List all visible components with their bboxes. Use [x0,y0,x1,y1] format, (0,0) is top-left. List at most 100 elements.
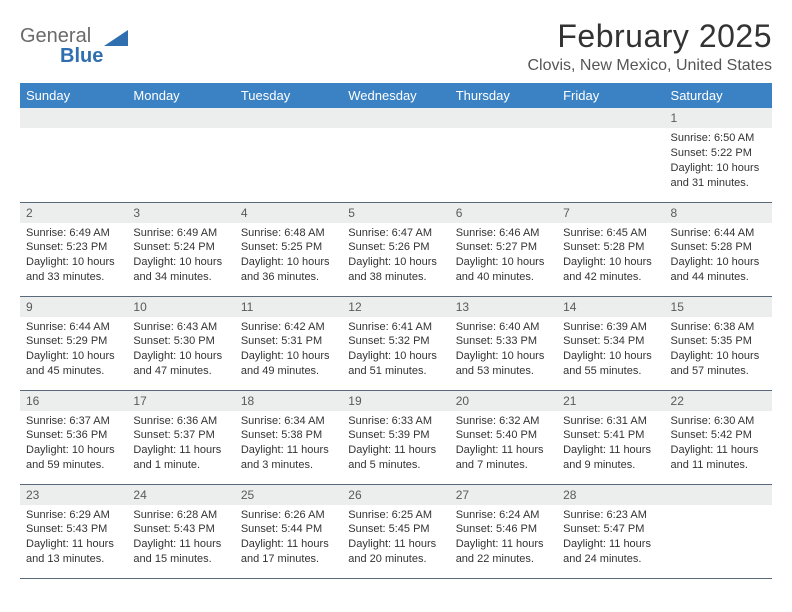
sunrise-text: Sunrise: 6:44 AM [671,226,766,241]
calendar-cell: 4Sunrise: 6:48 AMSunset: 5:25 PMDaylight… [235,202,342,296]
sunrise-text: Sunrise: 6:33 AM [348,414,443,429]
daylight-text: and 59 minutes. [26,458,121,473]
day-number: 18 [235,391,342,411]
empty-day [20,108,127,128]
daylight-text: Daylight: 10 hours [241,255,336,270]
calendar-cell: 5Sunrise: 6:47 AMSunset: 5:26 PMDaylight… [342,202,449,296]
day-info: Sunrise: 6:23 AMSunset: 5:47 PMDaylight:… [557,505,664,573]
calendar-cell: 2Sunrise: 6:49 AMSunset: 5:23 PMDaylight… [20,202,127,296]
sunrise-text: Sunrise: 6:24 AM [456,508,551,523]
sunset-text: Sunset: 5:33 PM [456,334,551,349]
sunrise-text: Sunrise: 6:29 AM [26,508,121,523]
day-number: 23 [20,485,127,505]
daylight-text: and 34 minutes. [133,270,228,285]
day-info: Sunrise: 6:39 AMSunset: 5:34 PMDaylight:… [557,317,664,385]
header: General Blue February 2025 Clovis, New M… [20,18,772,75]
calendar-cell: 9Sunrise: 6:44 AMSunset: 5:29 PMDaylight… [20,296,127,390]
calendar-body: 1Sunrise: 6:50 AMSunset: 5:22 PMDaylight… [20,108,772,578]
day-info: Sunrise: 6:38 AMSunset: 5:35 PMDaylight:… [665,317,772,385]
logo: General Blue [20,24,138,68]
daylight-text: and 22 minutes. [456,552,551,567]
sunrise-text: Sunrise: 6:43 AM [133,320,228,335]
sunset-text: Sunset: 5:40 PM [456,428,551,443]
day-info: Sunrise: 6:44 AMSunset: 5:29 PMDaylight:… [20,317,127,385]
sunset-text: Sunset: 5:47 PM [563,522,658,537]
daylight-text: and 51 minutes. [348,364,443,379]
calendar-page: General Blue February 2025 Clovis, New M… [0,0,792,589]
day-number: 17 [127,391,234,411]
sunrise-text: Sunrise: 6:26 AM [241,508,336,523]
calendar-cell: 25Sunrise: 6:26 AMSunset: 5:44 PMDayligh… [235,484,342,578]
daylight-text: and 42 minutes. [563,270,658,285]
daylight-text: Daylight: 10 hours [241,349,336,364]
sunset-text: Sunset: 5:39 PM [348,428,443,443]
sunset-text: Sunset: 5:43 PM [133,522,228,537]
daylight-text: Daylight: 11 hours [348,443,443,458]
calendar-cell [450,108,557,202]
calendar-cell: 14Sunrise: 6:39 AMSunset: 5:34 PMDayligh… [557,296,664,390]
day-info: Sunrise: 6:50 AMSunset: 5:22 PMDaylight:… [665,128,772,196]
day-number: 13 [450,297,557,317]
sunset-text: Sunset: 5:43 PM [26,522,121,537]
calendar-week-row: 16Sunrise: 6:37 AMSunset: 5:36 PMDayligh… [20,390,772,484]
daylight-text: Daylight: 11 hours [26,537,121,552]
sunrise-text: Sunrise: 6:30 AM [671,414,766,429]
daylight-text: Daylight: 11 hours [133,537,228,552]
daylight-text: Daylight: 10 hours [348,255,443,270]
sunset-text: Sunset: 5:30 PM [133,334,228,349]
calendar-cell: 1Sunrise: 6:50 AMSunset: 5:22 PMDaylight… [665,108,772,202]
empty-day [127,108,234,128]
sunset-text: Sunset: 5:41 PM [563,428,658,443]
sunset-text: Sunset: 5:35 PM [671,334,766,349]
calendar-cell: 7Sunrise: 6:45 AMSunset: 5:28 PMDaylight… [557,202,664,296]
daylight-text: and 11 minutes. [671,458,766,473]
calendar-cell: 26Sunrise: 6:25 AMSunset: 5:45 PMDayligh… [342,484,449,578]
daylight-text: Daylight: 10 hours [456,255,551,270]
daylight-text: Daylight: 11 hours [241,537,336,552]
calendar-cell [127,108,234,202]
sunrise-text: Sunrise: 6:49 AM [133,226,228,241]
day-info: Sunrise: 6:30 AMSunset: 5:42 PMDaylight:… [665,411,772,479]
day-info: Sunrise: 6:33 AMSunset: 5:39 PMDaylight:… [342,411,449,479]
sunrise-text: Sunrise: 6:37 AM [26,414,121,429]
empty-day [450,108,557,128]
day-number: 2 [20,203,127,223]
sunset-text: Sunset: 5:32 PM [348,334,443,349]
daylight-text: Daylight: 11 hours [563,537,658,552]
empty-day [557,108,664,128]
sunrise-text: Sunrise: 6:44 AM [26,320,121,335]
calendar-cell: 6Sunrise: 6:46 AMSunset: 5:27 PMDaylight… [450,202,557,296]
calendar-week-row: 23Sunrise: 6:29 AMSunset: 5:43 PMDayligh… [20,484,772,578]
day-info: Sunrise: 6:46 AMSunset: 5:27 PMDaylight:… [450,223,557,291]
col-sunday: Sunday [20,83,127,108]
daylight-text: and 55 minutes. [563,364,658,379]
day-number: 12 [342,297,449,317]
sunrise-text: Sunrise: 6:25 AM [348,508,443,523]
calendar-cell: 22Sunrise: 6:30 AMSunset: 5:42 PMDayligh… [665,390,772,484]
sunrise-text: Sunrise: 6:45 AM [563,226,658,241]
day-number: 24 [127,485,234,505]
daylight-text: Daylight: 10 hours [133,349,228,364]
sunrise-text: Sunrise: 6:40 AM [456,320,551,335]
col-monday: Monday [127,83,234,108]
day-number: 14 [557,297,664,317]
day-info: Sunrise: 6:42 AMSunset: 5:31 PMDaylight:… [235,317,342,385]
calendar-table: Sunday Monday Tuesday Wednesday Thursday… [20,83,772,579]
empty-cell [20,128,127,196]
day-info: Sunrise: 6:29 AMSunset: 5:43 PMDaylight:… [20,505,127,573]
day-number: 9 [20,297,127,317]
calendar-cell: 15Sunrise: 6:38 AMSunset: 5:35 PMDayligh… [665,296,772,390]
sunrise-text: Sunrise: 6:34 AM [241,414,336,429]
daylight-text: and 20 minutes. [348,552,443,567]
daylight-text: and 5 minutes. [348,458,443,473]
daylight-text: and 7 minutes. [456,458,551,473]
sunset-text: Sunset: 5:29 PM [26,334,121,349]
day-info: Sunrise: 6:43 AMSunset: 5:30 PMDaylight:… [127,317,234,385]
daylight-text: Daylight: 10 hours [671,255,766,270]
day-info: Sunrise: 6:28 AMSunset: 5:43 PMDaylight:… [127,505,234,573]
calendar-cell: 18Sunrise: 6:34 AMSunset: 5:38 PMDayligh… [235,390,342,484]
day-info: Sunrise: 6:31 AMSunset: 5:41 PMDaylight:… [557,411,664,479]
calendar-cell: 12Sunrise: 6:41 AMSunset: 5:32 PMDayligh… [342,296,449,390]
day-number: 10 [127,297,234,317]
sunrise-text: Sunrise: 6:31 AM [563,414,658,429]
